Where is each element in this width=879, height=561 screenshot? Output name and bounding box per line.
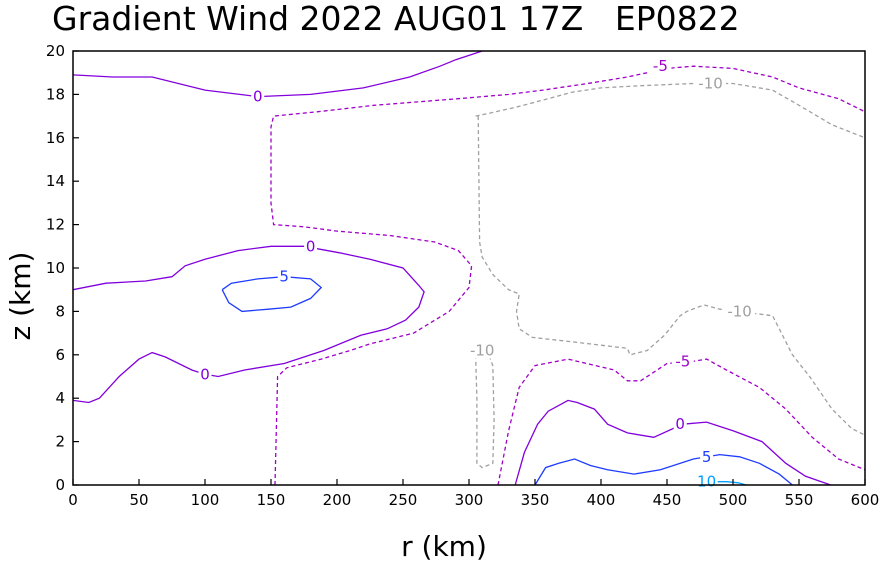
x-tick-label: 50 — [129, 491, 148, 509]
x-tick-label: 250 — [389, 491, 418, 509]
contour-layer — [72, 50, 866, 486]
contour-line-level-neg5 — [270, 65, 866, 486]
contour-line-level-5 — [534, 453, 793, 486]
contour-label-background — [466, 342, 498, 359]
contour-label: -10 — [698, 75, 723, 93]
contour-label-background — [304, 238, 318, 255]
chart-title: Gradient Wind 2022 AUG01 17Z EP0822 — [52, 0, 740, 38]
y-tick-label: 8 — [55, 302, 65, 320]
contour-label-background — [673, 416, 687, 433]
y-tick-label: 20 — [46, 42, 65, 60]
contour-line-level-neg5 — [497, 358, 866, 486]
contour-label-background — [198, 366, 212, 383]
contour-label: -10 — [470, 341, 495, 359]
plot-frame — [72, 50, 866, 486]
y-tick-label: 10 — [46, 259, 65, 277]
x-tick-label: 0 — [68, 491, 78, 509]
contour-label: 10 — [697, 473, 716, 491]
contour-line-level-neg10 — [475, 82, 866, 139]
y-tick-label: 16 — [46, 129, 65, 147]
x-tick-label: 100 — [191, 491, 220, 509]
contour-label: 0 — [306, 237, 316, 255]
x-tick-label: 500 — [719, 491, 748, 509]
y-tick-label: 6 — [55, 346, 65, 364]
x-tick-label: 600 — [851, 491, 879, 509]
x-tick-label: 200 — [323, 491, 352, 509]
contour-label-background — [251, 88, 265, 105]
y-tick-label: 2 — [55, 433, 65, 451]
contour-label-background — [671, 353, 694, 370]
contour-line-level-10 — [717, 481, 747, 486]
x-tick-label: 300 — [455, 491, 484, 509]
y-axis-label: z (km) — [4, 252, 37, 341]
contour-line-level-neg10 — [474, 354, 495, 469]
contour-label: 0 — [675, 415, 685, 433]
contour-label: -10 — [727, 302, 752, 320]
y-tick-label: 18 — [46, 85, 65, 103]
contour-line-level-neg10 — [477, 116, 866, 436]
contour-label-background — [695, 75, 727, 92]
contour-label-background — [724, 303, 756, 320]
contour-line-level-0 — [72, 245, 425, 404]
contour-line-level-0 — [72, 50, 483, 98]
x-axis-label: r (km) — [401, 530, 487, 561]
x-tick-label: 450 — [653, 491, 682, 509]
contour-label: -5 — [653, 57, 668, 75]
contour-label: 0 — [200, 365, 210, 383]
contour-label-background — [700, 448, 714, 465]
x-tick-label: 550 — [785, 491, 814, 509]
x-tick-label: 400 — [587, 491, 616, 509]
y-axis: 0 2 4 6 8 10 12 14 16 18 20 — [46, 42, 79, 494]
contour-label: 5 — [279, 268, 289, 286]
contour-label: 5 — [702, 448, 712, 466]
y-tick-label: 0 — [55, 476, 65, 494]
y-tick-label: 4 — [55, 389, 65, 407]
contour-line-level-5 — [221, 276, 323, 313]
contour-label-background — [649, 58, 672, 75]
contour-line-level-0 — [514, 399, 831, 486]
contour-label: -5 — [675, 352, 690, 370]
contour-label-background — [277, 268, 291, 285]
x-tick-label: 150 — [257, 491, 286, 509]
x-axis: 0 50 100 150 200 250 300 350 400 450 500 550 600 — [68, 479, 879, 509]
y-tick-label: 12 — [46, 216, 65, 234]
x-tick-label: 350 — [521, 491, 550, 509]
contour-label: 0 — [253, 88, 263, 106]
y-tick-label: 14 — [46, 172, 65, 190]
